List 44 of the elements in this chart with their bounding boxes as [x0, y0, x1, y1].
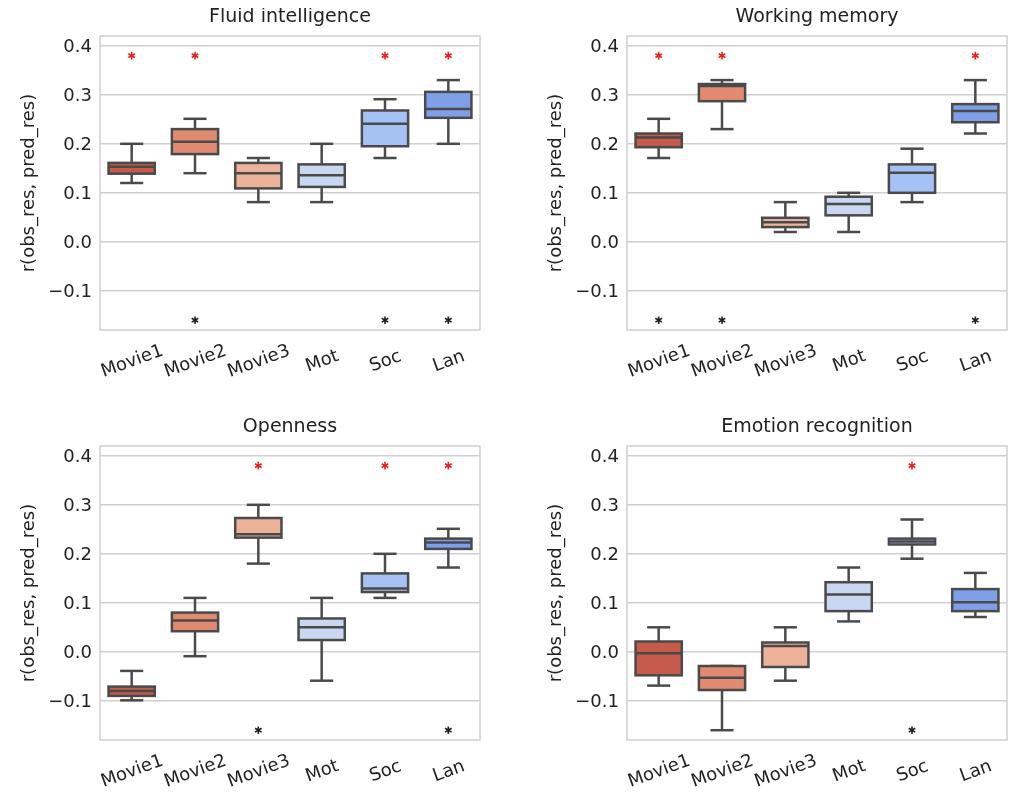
- y-tick-label: 0.4: [590, 445, 619, 467]
- x-tick-label: Mot: [829, 754, 868, 786]
- y-axis-title: r(obs_res, pred_res): [17, 503, 39, 683]
- y-axis-title: r(obs_res, pred_res): [544, 93, 566, 273]
- y-tick-label: 0.3: [63, 84, 92, 106]
- x-tick-label: Lan: [429, 344, 468, 376]
- y-tick-label: 0.1: [590, 182, 619, 204]
- y-tick-label: 0.4: [63, 35, 92, 57]
- y-tick-label: 0.2: [590, 543, 619, 565]
- x-tick-label: Soc: [893, 344, 931, 376]
- x-tick-label: Mot: [302, 754, 341, 786]
- y-tick-label: 0.3: [590, 494, 619, 516]
- y-tick-label: 0.1: [63, 592, 92, 614]
- x-tick-label: Lan: [956, 754, 995, 786]
- x-tick-label: Lan: [429, 754, 468, 786]
- y-tick-label: −0.1: [575, 280, 619, 302]
- y-tick-label: 0.0: [63, 231, 92, 253]
- y-axis-title: r(obs_res, pred_res): [17, 93, 39, 273]
- y-axis-title: r(obs_res, pred_res): [544, 503, 566, 683]
- chart-title: Emotion recognition: [721, 414, 913, 436]
- y-tick-label: −0.1: [48, 280, 92, 302]
- x-tick-label: Soc: [893, 754, 931, 786]
- x-tick-label: Soc: [366, 754, 404, 786]
- x-tick-label: Mot: [829, 344, 868, 376]
- x-tick-label: Soc: [366, 344, 404, 376]
- y-tick-label: 0.3: [590, 84, 619, 106]
- y-tick-label: 0.0: [63, 641, 92, 663]
- y-tick-label: 0.1: [63, 182, 92, 204]
- y-tick-label: −0.1: [575, 690, 619, 712]
- y-tick-label: 0.1: [590, 592, 619, 614]
- x-tick-label: Mot: [302, 344, 341, 376]
- y-tick-label: 0.2: [590, 133, 619, 155]
- chart-title: Working memory: [735, 4, 899, 26]
- y-tick-label: 0.4: [63, 445, 92, 467]
- y-tick-label: 0.2: [63, 133, 92, 155]
- chart-title: Openness: [242, 414, 338, 436]
- y-tick-label: 0.0: [590, 231, 619, 253]
- chart-title: Fluid intelligence: [209, 4, 371, 26]
- y-tick-label: 0.0: [590, 641, 619, 663]
- x-tick-label: Lan: [956, 344, 995, 376]
- y-tick-label: 0.2: [63, 543, 92, 565]
- y-tick-label: 0.4: [590, 35, 619, 57]
- y-tick-label: −0.1: [48, 690, 92, 712]
- y-tick-label: 0.3: [63, 494, 92, 516]
